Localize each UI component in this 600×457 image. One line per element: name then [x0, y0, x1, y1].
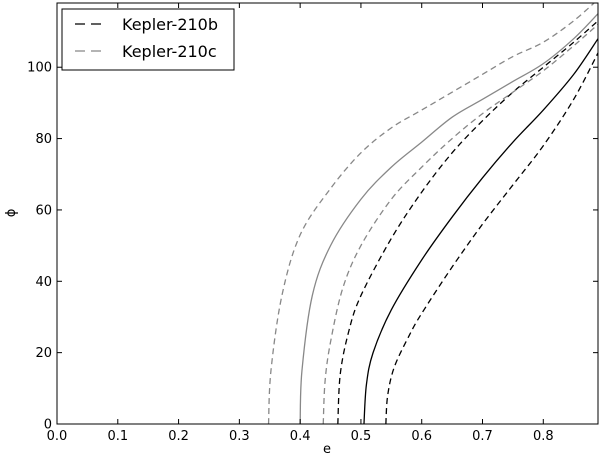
- plot-background: [57, 3, 598, 424]
- x-axis-label: e: [323, 442, 331, 457]
- legend-label-kepler-210c: Kepler-210c: [122, 42, 217, 61]
- series-line-kepler-210b-solid: [363, 38, 598, 424]
- x-tick-label: 0.2: [168, 429, 189, 444]
- plot-frame: [56, 2, 599, 425]
- legend-box: [61, 8, 235, 71]
- x-tick-label: 0.6: [411, 429, 432, 444]
- legend: Kepler-210b Kepler-210c: [61, 8, 235, 71]
- series-line-curve-5-dashed: [322, 23, 598, 424]
- ticks-layer: 0.0 0.1 0.2 0.3 0.4 0.5 0.6 0.7 0.8 0 20 40 60 80 100: [27, 3, 598, 444]
- series-line-kepler-210c-solid: [299, 13, 598, 424]
- y-axis-label: ϕ: [4, 209, 19, 218]
- y-tick-label: 40: [35, 275, 52, 290]
- legend-label-kepler-210b: Kepler-210b: [122, 15, 218, 34]
- series-line-curve-2-dashed: [385, 52, 598, 424]
- y-tick-label: 100: [27, 61, 52, 76]
- x-tick-label: 0.3: [229, 429, 250, 444]
- series-line-curve-4-dashed: [267, 3, 596, 424]
- y-tick-label: 60: [35, 203, 52, 218]
- x-tick-label: 0.8: [533, 429, 554, 444]
- x-tick-label: 0.1: [107, 429, 128, 444]
- y-tick-label: 0: [44, 418, 52, 433]
- x-tick-label: 0.0: [47, 429, 68, 444]
- series-line-curve-1-dashed: [337, 20, 598, 424]
- x-tick-label: 0.5: [351, 429, 372, 444]
- x-tick-label: 0.7: [472, 429, 493, 444]
- series-layer: [267, 3, 598, 424]
- y-tick-label: 20: [35, 346, 52, 361]
- x-tick-label: 0.4: [290, 429, 311, 444]
- y-tick-label: 80: [35, 132, 52, 147]
